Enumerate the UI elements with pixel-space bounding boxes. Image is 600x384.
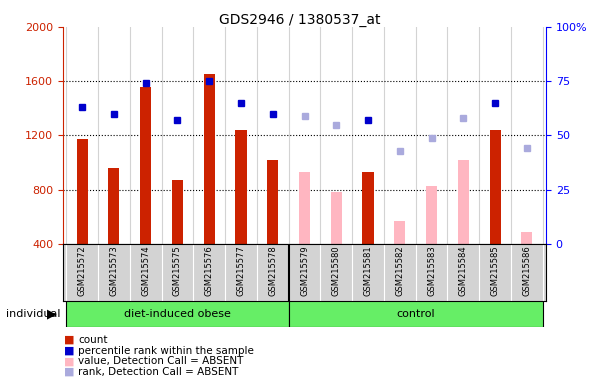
Bar (140, 86, 151, 244)
Text: ■: ■ (64, 367, 74, 377)
Text: GDS2946 / 1380537_at: GDS2946 / 1380537_at (219, 13, 381, 27)
Text: GSM215580: GSM215580 (332, 246, 341, 296)
Text: GSM215572: GSM215572 (77, 246, 86, 296)
Bar (267, 160, 278, 244)
Bar (426, 185, 437, 244)
Bar (77, 139, 88, 244)
Text: GSM215584: GSM215584 (459, 246, 468, 296)
Bar (108, 168, 119, 244)
Text: GSM215573: GSM215573 (109, 246, 118, 296)
Bar (490, 130, 501, 244)
Text: GSM215574: GSM215574 (141, 246, 150, 296)
Text: GSM215576: GSM215576 (205, 246, 214, 296)
Text: GSM215581: GSM215581 (364, 246, 373, 296)
Text: GSM215575: GSM215575 (173, 246, 182, 296)
Text: GSM215578: GSM215578 (268, 246, 277, 296)
Text: GSM215586: GSM215586 (523, 246, 532, 296)
Text: individual: individual (6, 309, 61, 319)
Bar (521, 232, 532, 244)
Bar (299, 172, 310, 244)
Bar (394, 221, 406, 244)
Text: GSM215585: GSM215585 (491, 246, 500, 296)
Text: value, Detection Call = ABSENT: value, Detection Call = ABSENT (78, 356, 244, 366)
Bar (458, 160, 469, 244)
FancyBboxPatch shape (289, 301, 543, 327)
Text: GSM215582: GSM215582 (395, 246, 404, 296)
Text: control: control (397, 309, 435, 319)
Text: ■: ■ (64, 335, 74, 345)
Text: count: count (78, 335, 107, 345)
Text: ■: ■ (64, 356, 74, 366)
Bar (331, 192, 342, 244)
Text: GSM215583: GSM215583 (427, 246, 436, 296)
Text: percentile rank within the sample: percentile rank within the sample (78, 346, 254, 356)
Text: rank, Detection Call = ABSENT: rank, Detection Call = ABSENT (78, 367, 238, 377)
Text: ■: ■ (64, 346, 74, 356)
FancyBboxPatch shape (66, 301, 289, 327)
Bar (362, 172, 374, 244)
Bar (235, 130, 247, 244)
Text: GSM215577: GSM215577 (236, 246, 245, 296)
Bar (172, 180, 183, 244)
Text: ▶: ▶ (47, 308, 56, 321)
Bar (203, 74, 215, 244)
Text: GSM215579: GSM215579 (300, 246, 309, 296)
Text: diet-induced obese: diet-induced obese (124, 309, 231, 319)
